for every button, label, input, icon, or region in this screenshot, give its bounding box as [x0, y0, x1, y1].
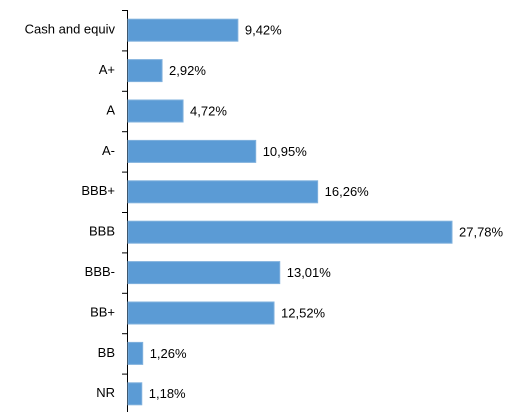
y-tick-label: BBB	[89, 224, 115, 239]
value-label: 12,52%	[281, 305, 326, 320]
value-label: 1,26%	[150, 346, 187, 361]
y-tick-label: BB	[98, 345, 115, 360]
y-tick-label: A-	[102, 143, 115, 158]
bar	[127, 180, 319, 204]
bar	[127, 220, 453, 244]
y-tick-label: A	[106, 102, 115, 117]
bar	[127, 99, 184, 123]
y-tick-label: BB+	[90, 304, 115, 319]
value-label: 2,92%	[169, 63, 206, 78]
y-tick-label: Cash and equiv	[25, 22, 116, 37]
value-label: 10,95%	[263, 144, 308, 159]
bar	[127, 382, 143, 406]
y-tick-label: BBB-	[85, 264, 115, 279]
value-label: 1,18%	[149, 386, 186, 401]
bar	[127, 139, 257, 163]
y-tick-label: A+	[99, 62, 115, 77]
value-label: 13,01%	[287, 265, 332, 280]
bar	[127, 341, 144, 365]
bar	[127, 18, 239, 42]
value-label: 16,26%	[325, 184, 370, 199]
y-tick-label: NR	[96, 385, 115, 400]
value-label: 4,72%	[190, 103, 227, 118]
bar	[127, 59, 163, 83]
y-tick-label: BBB+	[81, 183, 115, 198]
value-label: 9,42%	[245, 23, 282, 38]
bar	[127, 301, 275, 325]
bar	[127, 261, 281, 285]
value-label: 27,78%	[459, 225, 504, 240]
